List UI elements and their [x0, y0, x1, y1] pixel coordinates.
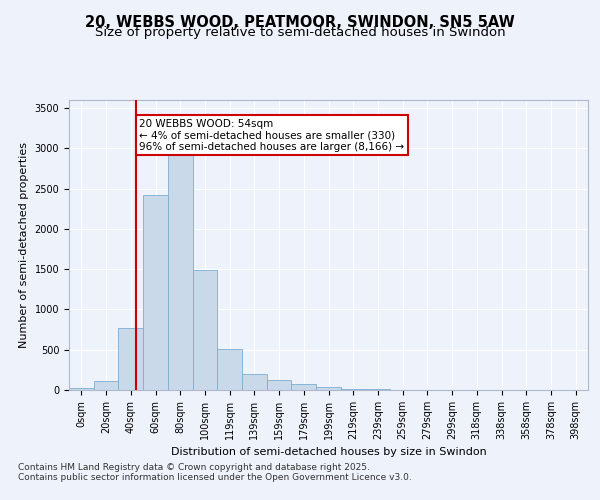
Bar	[193, 270, 217, 390]
Text: 20, WEBBS WOOD, PEATMOOR, SWINDON, SN5 5AW: 20, WEBBS WOOD, PEATMOOR, SWINDON, SN5 5…	[85, 15, 515, 30]
Text: Size of property relative to semi-detached houses in Swindon: Size of property relative to semi-detach…	[95, 26, 505, 39]
Text: Contains HM Land Registry data © Crown copyright and database right 2025.
Contai: Contains HM Land Registry data © Crown c…	[18, 462, 412, 482]
Bar	[365, 389, 390, 390]
Bar	[267, 380, 292, 390]
Bar	[94, 381, 118, 390]
Bar	[118, 328, 143, 390]
Bar	[143, 195, 168, 390]
X-axis label: Distribution of semi-detached houses by size in Swindon: Distribution of semi-detached houses by …	[170, 448, 487, 458]
Bar	[168, 146, 193, 390]
Bar	[217, 349, 242, 390]
Text: 20 WEBBS WOOD: 54sqm
← 4% of semi-detached houses are smaller (330)
96% of semi-: 20 WEBBS WOOD: 54sqm ← 4% of semi-detach…	[139, 118, 404, 152]
Bar	[242, 374, 267, 390]
Bar	[316, 387, 341, 390]
Y-axis label: Number of semi-detached properties: Number of semi-detached properties	[19, 142, 29, 348]
Bar	[69, 388, 94, 390]
Bar	[292, 384, 316, 390]
Bar	[341, 388, 365, 390]
